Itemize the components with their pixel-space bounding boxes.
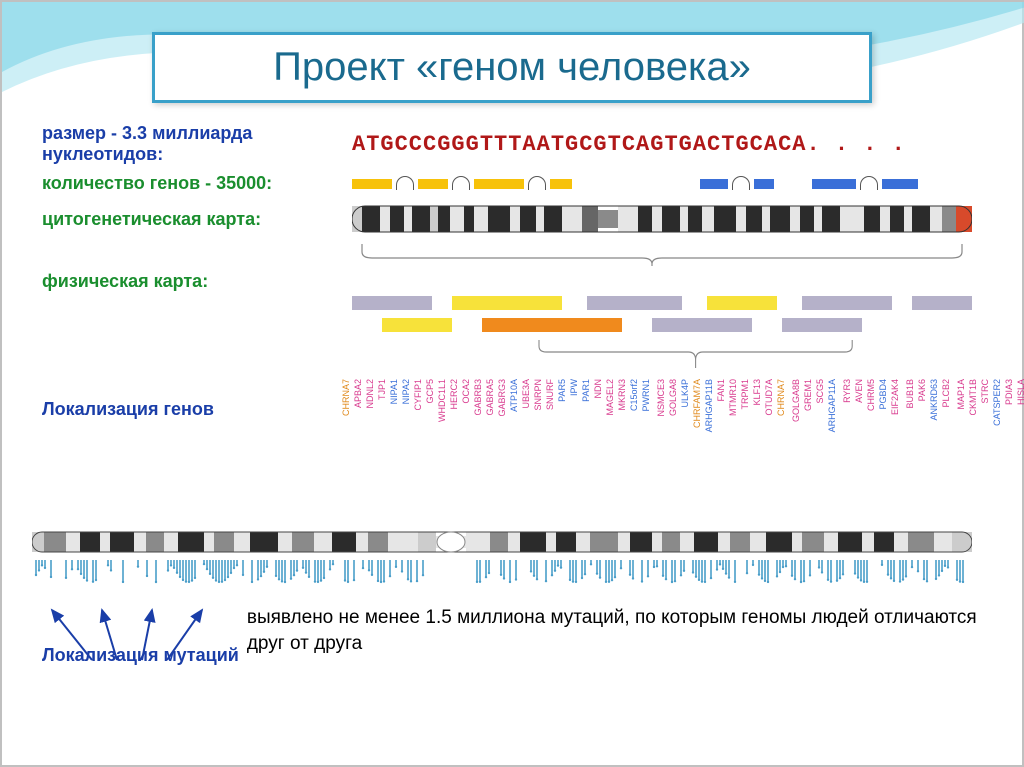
slide-title-box: Проект «геном человека» (152, 32, 872, 103)
mutation-localization-row: Локализация мутаций выявлено не менее 1.… (32, 605, 992, 666)
gene-name: CHRNA7 (777, 379, 786, 416)
cytogenetic-map-label: цитогенетическая карта: (42, 209, 352, 230)
genome-size-row: размер - 3.3 миллиарда нуклеотидов: ATGC… (42, 123, 982, 165)
gene-name: STRC (981, 379, 990, 404)
slide-title: Проект «геном человека» (175, 45, 849, 90)
gene-name: PGBD4 (879, 379, 888, 410)
cytogenetic-chromosome (352, 202, 972, 236)
gene-name: KLF13 (753, 379, 762, 406)
gene-name: GABRG3 (498, 379, 507, 417)
gene-name: GCP5 (426, 379, 435, 404)
gene-count-row: количество генов - 35000: (42, 173, 982, 194)
gene-count-label: количество генов - 35000: (42, 173, 352, 194)
gene-name: PDIA3 (1005, 379, 1014, 405)
gene-name: UBE3A (522, 379, 531, 409)
gene-name: GABRA5 (486, 379, 495, 416)
genome-size-label: размер - 3.3 миллиарда нуклеотидов: (42, 123, 352, 165)
bottom-chromosome (32, 529, 972, 555)
gene-name: GABRB3 (474, 379, 483, 416)
gene-name: NDN (594, 379, 603, 399)
gene-name: RYR3 (843, 379, 852, 403)
physical-map-bars (352, 296, 982, 342)
gene-name: GOLGA8B (792, 379, 801, 422)
mutation-summary-text: выявлено не менее 1.5 миллиона мутаций, … (239, 605, 992, 656)
bottom-chromosome-row (32, 529, 992, 560)
gene-name: HISLA (1017, 379, 1024, 405)
bracket-phys-to-genes (352, 340, 972, 368)
gene-name: PAR1 (582, 379, 591, 402)
gene-name: MAP1A (957, 379, 966, 410)
gene-name: CATSPER2 (993, 379, 1002, 426)
gene-name: GREM1 (804, 379, 813, 411)
gene-name: PAK6 (918, 379, 927, 401)
mutation-localization-label: Локализация мутаций (42, 605, 239, 666)
gene-name: APBA2 (354, 379, 363, 408)
gene-name: CHRM5 (867, 379, 876, 411)
gene-name: PAR5 (558, 379, 567, 402)
gene-name: MTMR10 (729, 379, 738, 416)
physical-map-row: физическая карта: (42, 271, 982, 292)
gene-name: CHRNA7 (342, 379, 351, 416)
gene-name: ARHGAP11B (705, 379, 714, 432)
gene-name: OTUD7A (765, 379, 774, 416)
gene-count-blocks (352, 176, 918, 192)
nucleotide-sequence: ATGCCCGGGTTTAATGCGTCAGTGACTGCACA. . . . (352, 132, 906, 157)
gene-name: ARHGAP11A (828, 379, 837, 432)
gene-name: SNURF (546, 379, 555, 410)
gene-name: CKMT1B (969, 379, 978, 416)
physical-map-label: физическая карта: (42, 271, 352, 292)
mutation-ticks (32, 560, 992, 599)
gene-name: PWRN1 (642, 379, 651, 412)
gene-name: CHRFAM7A (693, 379, 702, 428)
gene-name: PLCB2 (942, 379, 951, 408)
cytogenetic-map-row: цитогенетическая карта: (42, 202, 982, 236)
bracket-cyto-to-phys (352, 244, 972, 266)
gene-names-list: CHRNA7APBA2NDNL2TJP1NIPA1NIPA2CYFIP1GCP5… (302, 379, 1024, 519)
gene-name: C15orf2 (630, 379, 639, 411)
gene-name: OCA2 (462, 379, 471, 404)
gene-name: NIPA1 (390, 379, 399, 404)
gene-name: ANKRD63 (930, 379, 939, 421)
gene-name: EIF2AK4 (891, 379, 900, 415)
gene-name: HERC2 (450, 379, 459, 410)
gene-name: MKRN3 (618, 379, 627, 411)
gene-name: WHDC1L1 (438, 379, 447, 422)
gene-name: IPW (570, 379, 579, 396)
gene-name: SCG5 (816, 379, 825, 404)
gene-name: SNRPN (534, 379, 543, 411)
gene-name: NIPA2 (402, 379, 411, 404)
gene-name: TRPM1 (741, 379, 750, 410)
gene-name: ATP10A (510, 379, 519, 412)
gene-localization-row: Локализация генов CHRNA7APBA2NDNL2TJP1NI… (42, 379, 982, 519)
gene-name: NDNL2 (366, 379, 375, 409)
gene-name: CYFIP1 (414, 379, 423, 411)
gene-name: GOLGA8 (669, 379, 678, 416)
gene-name: FAN1 (717, 379, 726, 402)
gene-name: ULK4P (681, 379, 690, 408)
gene-name: BUB1B (906, 379, 915, 409)
gene-name: MAGEL2 (606, 379, 615, 416)
gene-localization-label: Локализация генов (42, 379, 302, 519)
gene-name: AVEN (855, 379, 864, 403)
gene-name: TJP1 (378, 379, 387, 400)
gene-name: NSMCE3 (657, 379, 666, 417)
